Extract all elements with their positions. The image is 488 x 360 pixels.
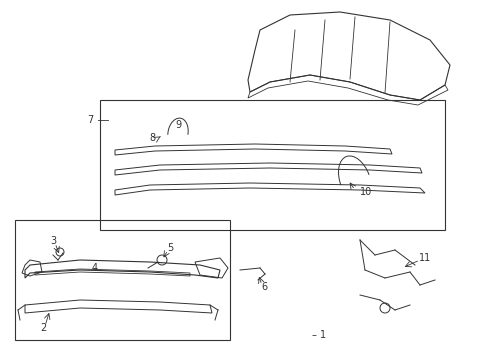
Text: – 1: – 1 [311, 330, 325, 340]
Text: 6: 6 [261, 282, 266, 292]
Text: 9: 9 [175, 120, 181, 130]
Text: 7: 7 [87, 115, 93, 125]
Text: 10: 10 [359, 187, 371, 197]
Text: 3: 3 [50, 236, 56, 246]
Text: 4: 4 [92, 263, 98, 273]
Text: 8: 8 [149, 133, 155, 143]
Text: 5: 5 [166, 243, 173, 253]
Text: 2: 2 [40, 323, 46, 333]
Text: 11: 11 [418, 253, 430, 263]
